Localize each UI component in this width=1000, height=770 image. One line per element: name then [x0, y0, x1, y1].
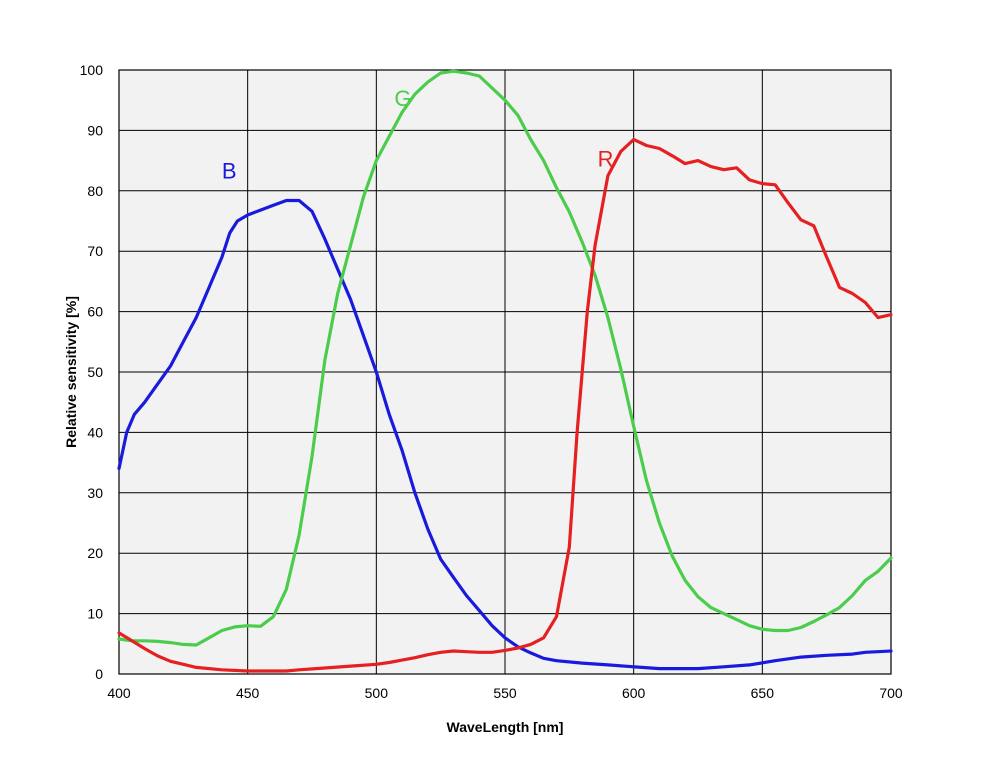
y-tick-label: 30	[87, 485, 103, 501]
x-tick-label: 700	[879, 685, 903, 701]
y-tick-label: 40	[87, 424, 103, 440]
series-line-b	[117, 198, 893, 671]
y-axis-title: Relative sensitivity [%]	[63, 296, 79, 448]
y-tick-label: 100	[80, 62, 104, 78]
x-tick-label: 400	[107, 685, 131, 701]
y-tick-label: 80	[87, 183, 103, 199]
y-tick-label: 20	[87, 545, 103, 561]
x-tick-label: 500	[365, 685, 389, 701]
series-label-b: B	[222, 159, 237, 184]
x-tick-labels: 400 450 500 550 600 650 700	[107, 685, 903, 701]
x-tick-label: 450	[236, 685, 260, 701]
y-tick-label: 70	[87, 243, 103, 259]
x-tick-label: 650	[751, 685, 775, 701]
x-tick-label: 600	[622, 685, 646, 701]
y-tick-label: 50	[87, 364, 103, 380]
series-label-g: G	[394, 86, 411, 111]
series-line-r	[117, 137, 893, 673]
plot-frame	[118, 69, 892, 675]
y-tick-label: 90	[87, 122, 103, 138]
y-tick-labels: 0 10 20 30 40 50 60 70 80 90 100	[80, 62, 104, 682]
y-tick-label: 0	[95, 666, 103, 682]
series-line-g	[117, 69, 893, 647]
y-tick-label: 10	[87, 606, 103, 622]
series-lines	[117, 69, 893, 673]
series-label-r: R	[598, 147, 614, 172]
y-tick-label: 60	[87, 304, 103, 320]
series-labels: B G R	[222, 86, 614, 183]
x-tick-label: 550	[493, 685, 517, 701]
x-axis-title: WaveLength [nm]	[447, 719, 564, 735]
